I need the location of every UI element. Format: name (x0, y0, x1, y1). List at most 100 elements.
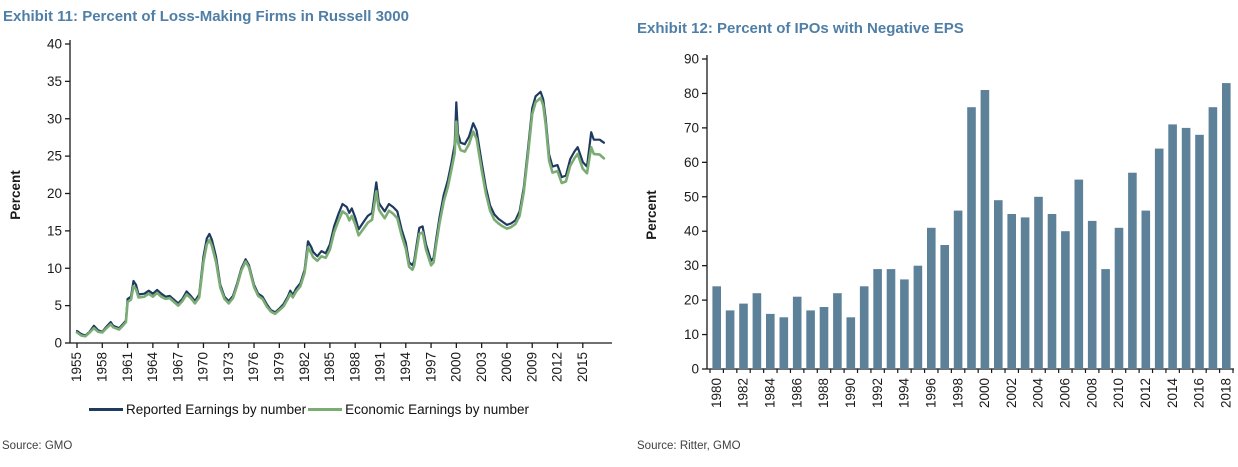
bar-2005 (1047, 214, 1057, 369)
x-tick-label: 2006 (499, 352, 514, 382)
bar-1986 (792, 296, 802, 369)
bar-1989 (833, 293, 842, 369)
bar-2007 (1074, 179, 1084, 369)
x-tick-label: 1990 (843, 378, 858, 408)
x-tick-label: 1998 (950, 378, 965, 408)
x-tick-label: 1996 (923, 378, 938, 408)
y-axis-ticks: 0 10 20 30 40 50 60 70 80 90 (684, 52, 707, 377)
x-tick-label: 1958 (94, 352, 109, 382)
y-tick-label: 10 (47, 261, 62, 276)
bar-1992 (873, 269, 882, 369)
x-tick-label: 1964 (145, 352, 160, 383)
y-axis-title: Percent (644, 190, 659, 240)
bar-2009 (1101, 269, 1110, 369)
bar-2003 (1020, 217, 1030, 369)
x-tick-label: 1986 (789, 378, 804, 408)
y-tick-label: 10 (684, 327, 699, 342)
legend: Reported Earnings by number Economic Ear… (0, 402, 618, 417)
x-tick-label: 1992 (870, 378, 885, 408)
x-tick-label: 2015 (575, 352, 590, 382)
bar-2008 (1087, 220, 1097, 369)
y-tick-label: 20 (47, 186, 62, 201)
x-tick-label: 2014 (1165, 378, 1180, 409)
y-tick-label: 0 (54, 336, 62, 351)
x-tick-label: 1997 (423, 352, 438, 382)
exhibit-12-title: Exhibit 12: Percent of IPOs with Negativ… (637, 20, 964, 37)
bar-1984 (766, 313, 775, 369)
y-axis-ticks: 0 5 10 15 20 25 30 35 40 (47, 37, 70, 351)
x-tick-label: 1973 (221, 352, 236, 382)
x-tick-label: 1970 (196, 352, 211, 382)
y-tick-label: 30 (47, 111, 62, 126)
bar-1994 (900, 279, 909, 369)
bar-1981 (725, 310, 735, 369)
x-tick-label: 1979 (272, 352, 287, 382)
bar-1987 (806, 310, 815, 369)
bar-1999 (967, 107, 976, 369)
y-tick-label: 20 (684, 293, 699, 308)
x-tick-label: 1961 (120, 352, 135, 382)
source-note-left: Source: GMO (2, 440, 73, 452)
y-tick-label: 30 (684, 258, 699, 273)
x-tick-label: 2012 (1138, 378, 1153, 408)
bar-1991 (859, 286, 869, 369)
x-tick-label: 2010 (1111, 378, 1126, 408)
x-tick-label: 2009 (524, 352, 539, 382)
bar-1995 (913, 265, 923, 369)
bar-2002 (1007, 214, 1016, 369)
y-tick-label: 0 (691, 362, 699, 377)
bar-1982 (739, 303, 748, 369)
x-tick-label: 2016 (1192, 378, 1207, 408)
y-tick-label: 60 (684, 155, 699, 170)
x-tick-label: 1976 (246, 352, 261, 382)
y-tick-label: 25 (47, 149, 62, 164)
x-tick-label: 2000 (977, 378, 992, 408)
x-tick-label: 2008 (1084, 378, 1099, 408)
bar-2004 (1034, 196, 1043, 369)
bar-1988 (819, 307, 829, 369)
bar-2014 (1168, 124, 1177, 370)
series-line-0 (75, 90, 606, 337)
source-note-right: Source: Ritter, GMO (637, 440, 741, 452)
x-tick-label: 1988 (816, 378, 831, 408)
x-axis-ticks: 1955 1958 1961 1964 1967 1970 1973 1976 1979 1982… (69, 343, 590, 382)
y-tick-label: 80 (684, 86, 699, 101)
y-tick-label: 50 (684, 189, 699, 204)
bar-2006 (1061, 231, 1070, 369)
exhibit-11-title: Exhibit 11: Percent of Loss-Making Firms… (3, 8, 409, 25)
x-tick-label: 1982 (297, 352, 312, 382)
x-tick-label: 1988 (347, 352, 362, 382)
x-tick-label: 2018 (1218, 378, 1233, 408)
legend-label-reported-earnings: Reported Earnings by number (126, 402, 307, 417)
y-tick-label: 35 (47, 74, 62, 89)
bar-2001 (994, 200, 1003, 369)
economic-earnings-line-swatch (308, 407, 343, 412)
y-tick-label: 70 (684, 120, 699, 135)
reported-earnings-line-swatch (89, 407, 124, 412)
x-tick-label: 1991 (373, 352, 388, 382)
bar-1998 (953, 210, 963, 369)
bar-1990 (846, 317, 856, 369)
loss-making-firms-line-chart: 0 5 10 15 20 25 30 35 40 1955 1958 1961 1964 1967 1970… (8, 37, 612, 382)
bars-group (712, 83, 1231, 370)
bar-2010 (1114, 227, 1124, 369)
x-tick-label: 1984 (763, 378, 778, 409)
x-tick-label: 1982 (736, 378, 751, 408)
y-tick-label: 40 (684, 224, 699, 239)
x-tick-label: 2012 (550, 352, 565, 382)
legend-item-economic-earnings: Economic Earnings by number (308, 402, 529, 417)
bar-1993 (886, 269, 896, 369)
legend-item-reported-earnings: Reported Earnings by number (89, 402, 306, 417)
bar-2013 (1154, 148, 1164, 369)
y-tick-label: 90 (684, 52, 699, 67)
y-tick-label: 15 (47, 223, 62, 238)
bar-2015 (1181, 127, 1191, 370)
y-tick-label: 5 (54, 298, 62, 313)
x-axis-ticks: 1980 1982 1984 1986 1988 1990 1992 1994 1996 1998… (709, 369, 1234, 408)
bar-2016 (1195, 134, 1204, 369)
bar-2011 (1128, 172, 1137, 369)
bar-2017 (1208, 107, 1218, 369)
bar-2018 (1222, 83, 1231, 369)
x-tick-label: 2000 (449, 352, 464, 382)
